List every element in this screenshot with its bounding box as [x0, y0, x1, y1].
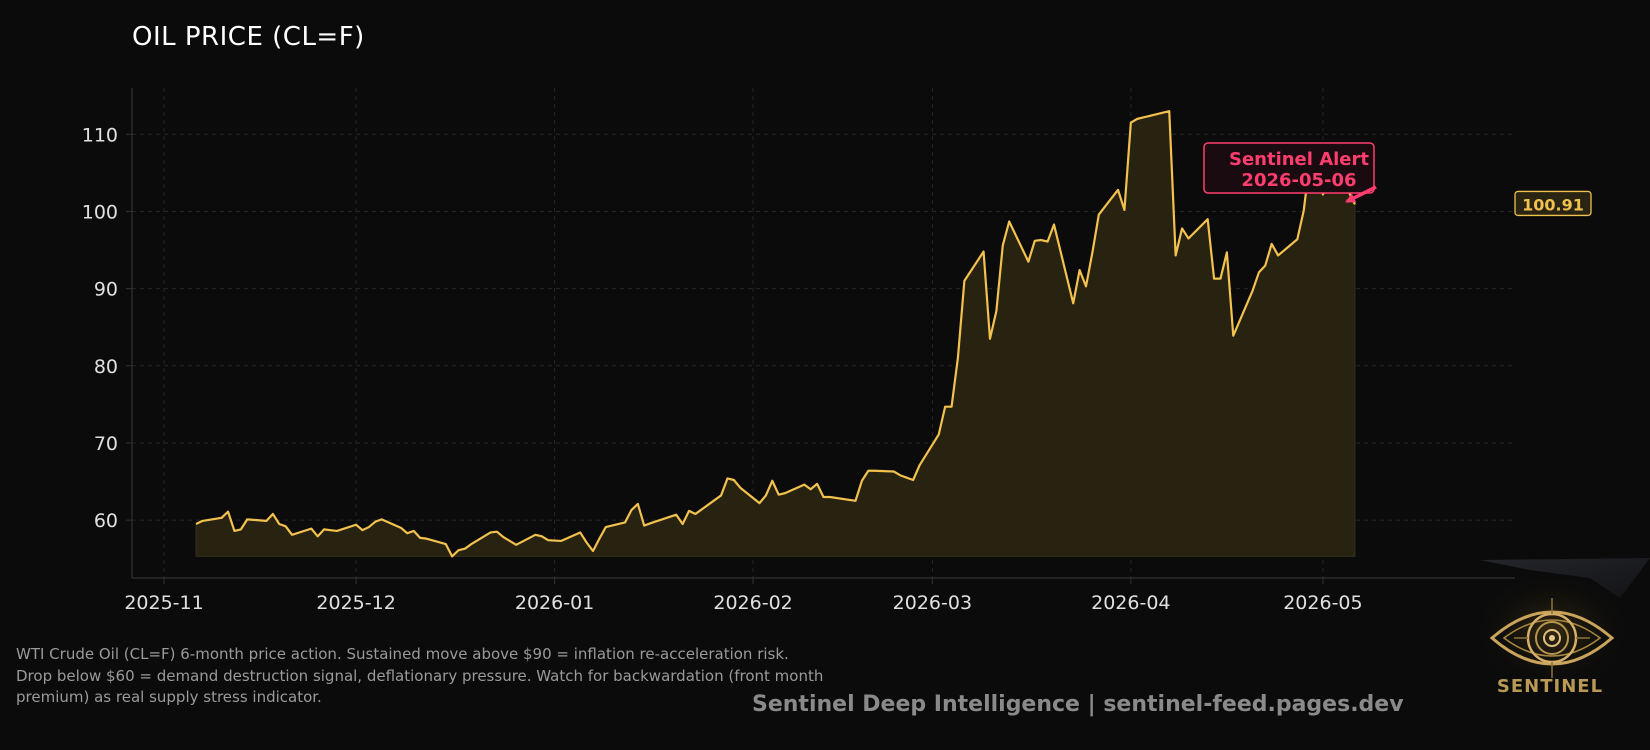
last-value-label: 100.91 — [1522, 195, 1584, 214]
eye-icon — [1472, 558, 1650, 694]
footer-credit: Sentinel Deep Intelligence | sentinel-fe… — [752, 692, 1404, 717]
x-tick-label: 2026-05 — [1283, 592, 1362, 614]
last-value-box — [1514, 190, 1592, 217]
x-tick-label: 2026-03 — [893, 592, 972, 614]
description-line: WTI Crude Oil (CL=F) 6-month price actio… — [16, 645, 789, 663]
y-tick-label: 90 — [94, 279, 118, 301]
x-tick-label: 2025-12 — [316, 592, 395, 614]
y-tick-label: 60 — [94, 510, 118, 532]
y-tick-label: 80 — [94, 356, 118, 378]
axes: 60 70 80 90 100 110 2025-11 2025-12 2026-01 2026-… — [82, 88, 1515, 614]
y-tick-label: 110 — [82, 124, 118, 146]
alert-title: Sentinel Alert — [1229, 149, 1369, 170]
y-tick-label: 100 — [82, 201, 118, 223]
logo-text: SENTINEL — [1496, 676, 1604, 697]
x-tick-label: 2026-01 — [515, 592, 594, 614]
x-tick-label: 2025-11 — [124, 592, 203, 614]
chart-title: OIL PRICE (CL=F) — [132, 22, 365, 52]
y-tick-label: 70 — [94, 433, 118, 455]
description-line: Drop below $60 = demand destruction sign… — [16, 666, 824, 685]
alert-arrow — [1345, 185, 1377, 204]
chart-description: WTI Crude Oil (CL=F) 6-month price actio… — [16, 644, 896, 709]
alert-box — [1203, 142, 1375, 194]
x-tick-label: 2026-02 — [713, 592, 792, 614]
price-line — [195, 110, 1356, 558]
x-tick-label: 2026-04 — [1091, 592, 1170, 614]
plot-area — [195, 110, 1356, 558]
description-line: premium) as real supply stress indicator… — [16, 688, 322, 706]
alert-date: 2026-05-06 — [1241, 170, 1356, 191]
oil-price-chart: 60 70 80 90 100 110 2025-11 2025-12 2026-01 2026-… — [82, 88, 1592, 614]
